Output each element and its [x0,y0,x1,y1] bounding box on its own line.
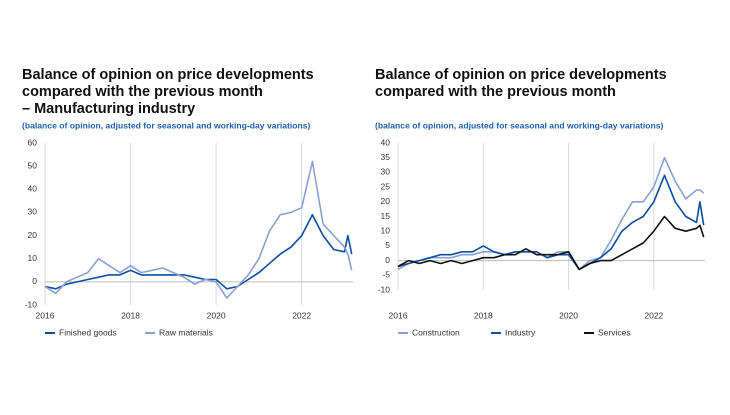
series-line [397,156,705,271]
series-line [397,215,705,271]
chart-title: compared with the previous month [375,84,616,100]
chart-title: Balance of opinion on price developments [375,67,667,83]
series-line [44,213,353,290]
x-tick-label: 2016 [36,310,55,320]
y-tick-label: 30 [28,207,38,217]
x-tick-label: 2018 [121,310,140,320]
y-tick-label: 40 [28,184,38,194]
chart-title: – Manufacturing industry [22,101,195,117]
chart-subtitle: (balance of opinion, adjusted for season… [375,120,664,130]
y-tick-label: 50 [28,160,38,170]
x-tick-label: 2020 [207,310,226,320]
legend-label: Raw materials [159,327,213,337]
legend-label: Construction [412,327,460,337]
x-tick-label: 2022 [644,310,663,320]
y-tick-label: 35 [381,152,391,162]
legend-label: Industry [505,327,536,337]
y-tick-label: 10 [381,225,391,235]
y-tick-label: 20 [28,230,38,240]
x-tick-label: 2018 [474,310,493,320]
chart-title: compared with the previous month [22,84,263,100]
y-tick-label: 0 [32,276,37,286]
y-tick-label: 5 [385,240,390,250]
x-tick-label: 2016 [389,310,408,320]
legend-label: Finished goods [59,327,117,337]
y-tick-label: 15 [381,211,391,221]
series-line [44,160,353,299]
chart-subtitle: (balance of opinion, adjusted for season… [22,120,311,130]
y-tick-label: -10 [25,299,38,309]
y-tick-label: 10 [28,253,38,263]
y-tick-label: 40 [381,137,391,147]
x-tick-label: 2020 [559,310,578,320]
x-tick-label: 2022 [292,310,311,320]
y-tick-label: -10 [378,284,391,294]
y-tick-label: 60 [28,137,38,147]
chart-title: Balance of opinion on price developments [22,67,314,83]
y-tick-label: 0 [385,255,390,265]
y-tick-label: 20 [381,196,391,206]
y-tick-label: 25 [381,181,391,191]
legend-label: Services [598,327,631,337]
y-tick-label: 30 [381,167,391,177]
y-tick-label: -5 [382,270,390,280]
